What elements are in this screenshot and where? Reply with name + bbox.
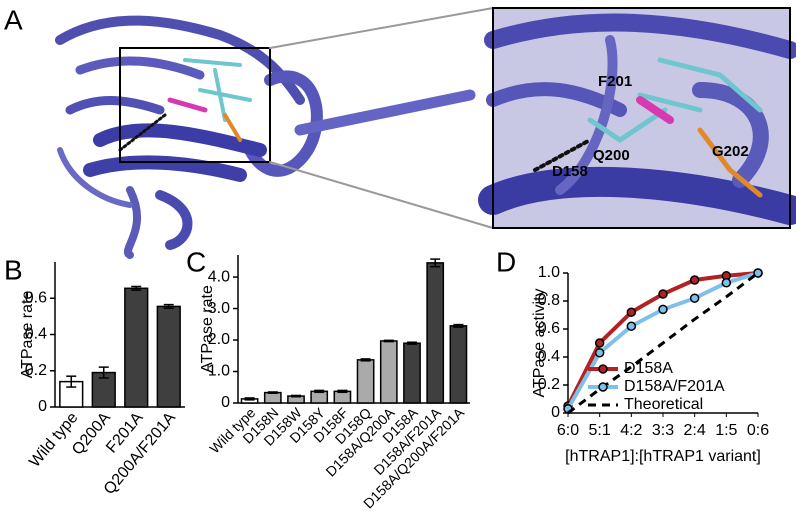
y-tick-label: 0.4 (25, 326, 47, 343)
panel-label: A (4, 4, 23, 35)
bar (310, 390, 329, 404)
legend-marker (598, 364, 608, 374)
data-point (594, 338, 605, 348)
y-tick-label: 0 (221, 394, 230, 411)
residue-label: Q200 (593, 147, 630, 164)
data-point (689, 275, 700, 285)
data-point (721, 278, 732, 288)
data-point (626, 321, 637, 331)
y-tick-label: 0.6 (538, 320, 560, 337)
error-bar (291, 394, 301, 398)
panel-label: D (496, 246, 516, 277)
y-tick-label: 0.6 (25, 289, 47, 306)
bar (449, 325, 468, 404)
legend-marker (598, 382, 608, 392)
panel-label: B (4, 254, 23, 285)
y-axis-label: ATPase activity (531, 288, 548, 397)
data-point (594, 348, 605, 358)
y-tick-label: 2.0 (208, 331, 230, 348)
error-bar (267, 391, 278, 394)
x-tick-label: 6:0 (557, 422, 579, 439)
legend-label: D158A (624, 360, 673, 377)
error-bar (314, 389, 325, 394)
y-tick-label: 0.2 (25, 362, 47, 379)
x-axis-label: [hTRAP1]:[hTRAP1 variant] (565, 448, 761, 465)
legend-label: Theoretical (624, 396, 703, 413)
error-bar (337, 389, 348, 394)
x-tick-label: 3:3 (652, 422, 674, 439)
bar (156, 305, 181, 408)
zoom-inset (478, 7, 796, 229)
legend-label: D158A/F201A (624, 378, 725, 395)
error-bar (430, 258, 441, 268)
bar (403, 342, 421, 404)
bar (333, 390, 352, 404)
residue-label: G202 (712, 143, 749, 160)
series-line (567, 271, 759, 415)
error-bar (360, 358, 371, 362)
x-tick-label: Wild type (26, 409, 81, 470)
x-tick-label: 2:4 (684, 422, 706, 439)
panel-label: C (186, 246, 206, 277)
bar (379, 340, 398, 404)
y-axis-label: ATPase rate (199, 285, 216, 373)
y-tick-label: 0 (551, 404, 560, 421)
y-tick-label: 0.4 (538, 348, 560, 365)
data-point (689, 293, 700, 303)
y-tick-label: 1.0 (208, 363, 230, 380)
y-tick-label: 0.8 (538, 292, 560, 309)
residue-label: F201 (598, 73, 632, 90)
bar (124, 287, 149, 408)
y-axis-label: ATPase rate (19, 291, 36, 379)
protein-structure (55, 7, 494, 259)
y-tick-label: 0 (38, 398, 47, 415)
data-point (753, 268, 763, 278)
data-point (626, 307, 637, 317)
y-tick-label: 3.0 (208, 300, 230, 317)
y-tick-label: 4.0 (208, 268, 230, 285)
x-tick-label: 0:6 (747, 422, 769, 439)
error-bar (98, 366, 109, 379)
bar (356, 359, 375, 404)
bar (426, 262, 445, 404)
bar (263, 391, 282, 404)
x-tick-label: 1:5 (715, 422, 737, 439)
x-tick-label: 4:2 (620, 422, 642, 439)
error-bar (163, 303, 174, 309)
error-bar (383, 339, 394, 343)
error-bar (244, 397, 255, 401)
y-tick-label: 0.2 (538, 376, 560, 393)
error-bar (407, 341, 417, 345)
data-point (658, 289, 668, 299)
x-tick-label: 5:1 (589, 422, 611, 439)
data-point (658, 304, 668, 315)
error-bar (131, 285, 142, 291)
error-bar (66, 375, 77, 388)
residue-label: D158 (552, 163, 588, 180)
y-tick-label: 1.0 (538, 264, 560, 281)
error-bar (453, 323, 464, 328)
